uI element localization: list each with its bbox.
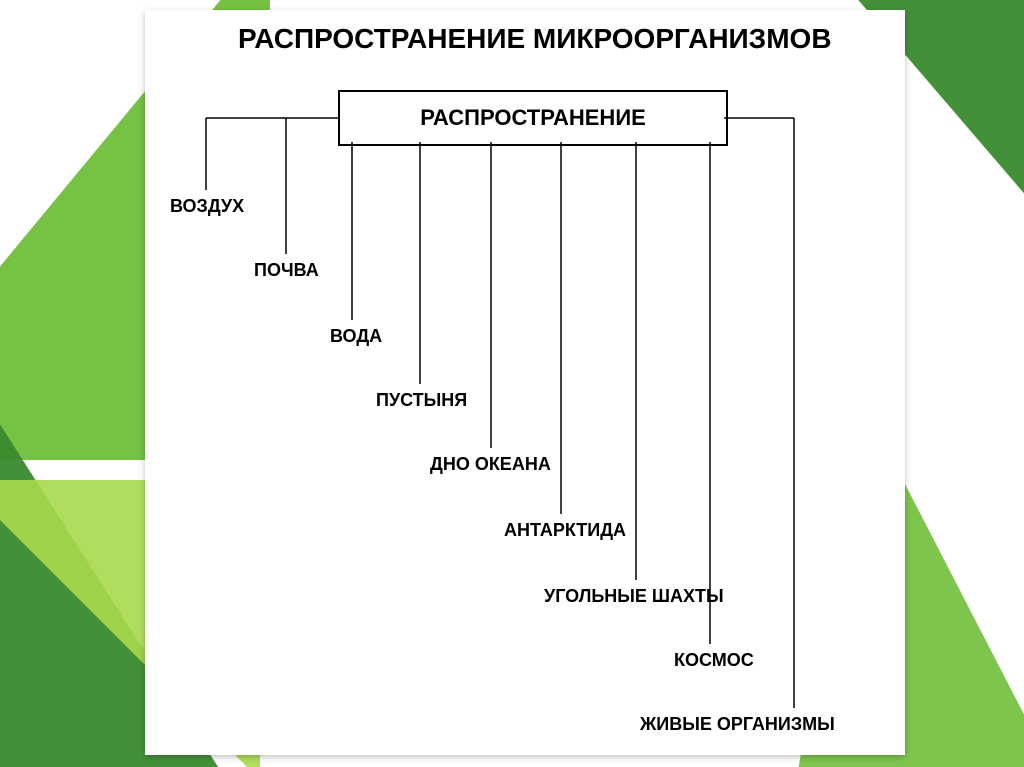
leaf-water: ВОДА xyxy=(330,326,382,347)
connector-lines xyxy=(0,0,1024,767)
leaf-organisms: ЖИВЫЕ ОРГАНИЗМЫ xyxy=(640,714,835,735)
leaf-desert: ПУСТЫНЯ xyxy=(376,390,467,411)
leaf-mines: УГОЛЬНЫЕ ШАХТЫ xyxy=(544,586,724,607)
leaf-air: ВОЗДУХ xyxy=(170,196,244,217)
leaf-antarctica: АНТАРКТИДА xyxy=(504,520,626,541)
leaf-soil: ПОЧВА xyxy=(254,260,319,281)
viewport: РАСПРОСТРАНЕНИЕ МИКРООРГАНИЗМОВ РАСПРОСТ… xyxy=(0,0,1024,767)
leaf-space: КОСМОС xyxy=(674,650,754,671)
leaf-ocean: ДНО ОКЕАНА xyxy=(430,454,551,475)
